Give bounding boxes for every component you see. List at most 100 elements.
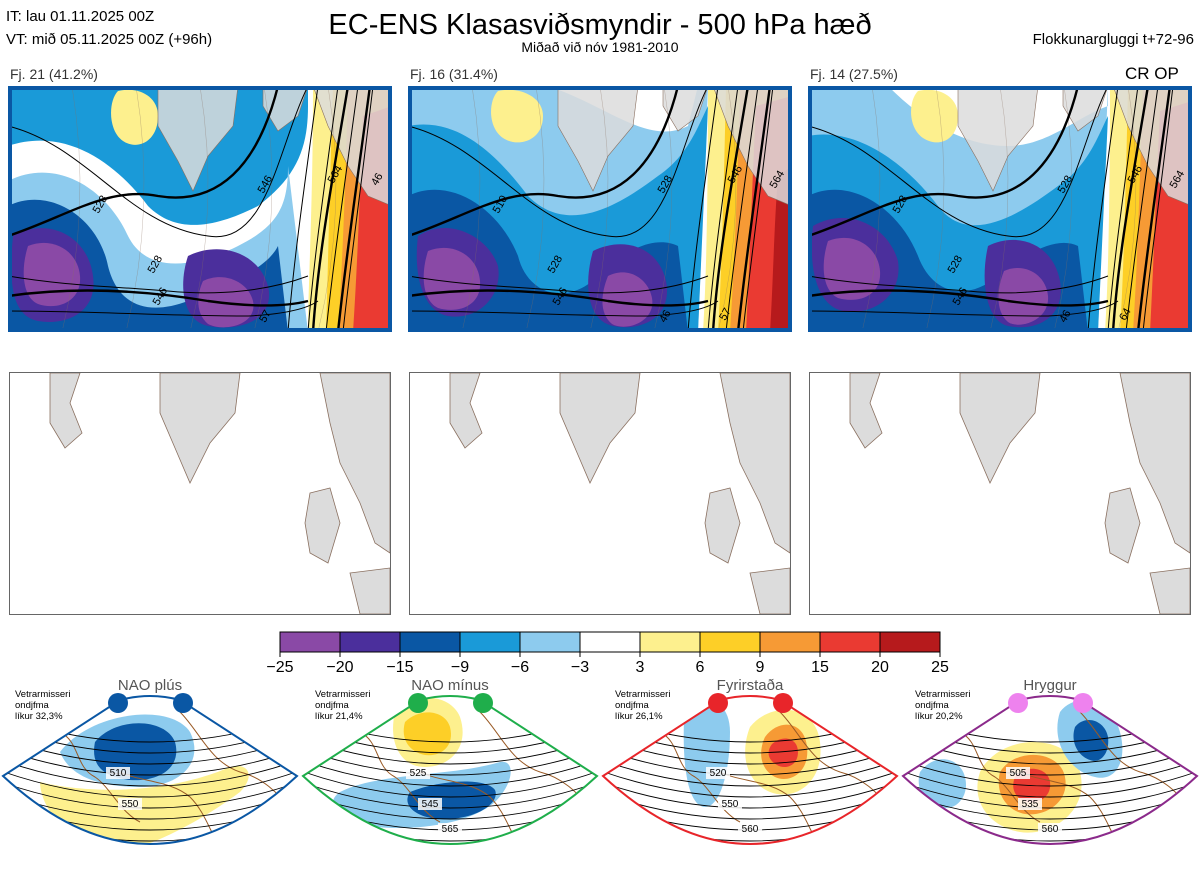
colorbar-tick-label: −15: [386, 659, 413, 676]
regime-note: líkur 32,3%: [15, 711, 63, 722]
regime-note: ondjfma: [615, 700, 650, 711]
height-contour-bold: [808, 86, 1080, 238]
colorbar-box: [819, 631, 881, 653]
regime-contour: [603, 755, 897, 787]
height-contour: [307, 86, 339, 332]
regime-frame: [901, 695, 1199, 845]
regime-contour: [903, 766, 1197, 798]
regime-anomaly: [403, 712, 451, 756]
regime-contour-label: 535: [1022, 799, 1039, 810]
regime-panel: 525 545 565 NAO mínus Vetrarmisseriondjfmalí…: [301, 677, 599, 845]
contour-label: 64: [1117, 306, 1134, 323]
land-shape: [1149, 567, 1190, 614]
regime-note: Vetrarmisseri: [915, 689, 970, 700]
contour-label-bg: [1038, 823, 1062, 835]
graticule-line: [189, 86, 209, 332]
regime-anomaly: [94, 723, 177, 781]
anomaly-region: [823, 237, 881, 300]
height-contour: [725, 86, 759, 332]
regime-contour-label: 520: [710, 768, 727, 779]
height-contour: [808, 300, 1119, 317]
graticule-line: [989, 86, 1009, 332]
colorbar-tick-label: 25: [931, 659, 949, 676]
height-contour: [408, 300, 719, 317]
land-shape: [559, 373, 641, 484]
regime-title: Fyrirstaða: [717, 677, 784, 694]
anomaly-region: [911, 89, 958, 143]
height-contour: [408, 275, 709, 294]
land-shape: [157, 86, 239, 192]
it-line: IT: lau 01.11.2025 00Z: [6, 8, 155, 25]
graticule-line: [589, 86, 609, 332]
contour-label-bg: [738, 823, 762, 835]
cluster-label-3: Fj. 14 (27.5%): [810, 66, 898, 82]
colorbar-box: [399, 631, 461, 653]
contour-label: 46: [369, 171, 386, 188]
height-contour-bold: [1111, 86, 1150, 332]
window-label: Flokkunargluggi t+72-96: [1032, 31, 1194, 48]
graticule-line: [125, 86, 145, 332]
graticule-line: [61, 86, 81, 332]
regime-contour: [903, 755, 1197, 787]
cluster-label-2: Fj. 16 (31.4%): [410, 66, 498, 82]
regime-note: líkur 20,2%: [915, 711, 963, 722]
regime-frame: [601, 695, 899, 845]
regime-contour-label: 550: [722, 799, 739, 810]
regime-title: NAO mínus: [411, 677, 489, 694]
land-shape: [304, 487, 341, 564]
land-shape: [704, 487, 741, 564]
colorbar-box: [579, 631, 641, 653]
height-contour: [808, 86, 1109, 238]
regime-contour: [303, 777, 597, 809]
regime-contour: [3, 766, 297, 798]
regime-contour-label: 510: [110, 768, 127, 779]
height-contour: [687, 86, 719, 332]
page-title: EC-ENS Klasasviðsmyndir - 500 hPa hæð: [328, 9, 872, 41]
regime-contour: [603, 777, 897, 809]
land-shape: [349, 567, 390, 614]
regime-dot: [473, 693, 493, 713]
regime-dot: [408, 693, 428, 713]
height-contour: [1125, 86, 1159, 332]
land-shape: [749, 567, 790, 614]
regime-note: ondjfma: [315, 700, 350, 711]
height-contour-bold: [736, 86, 772, 332]
height-contour-bold: [336, 86, 372, 332]
graticule-line: [861, 86, 881, 332]
regime-note: ondjfma: [915, 700, 950, 711]
contour-label-bg: [1006, 767, 1030, 779]
regime-frame: [1, 695, 299, 845]
contour-label: 57: [717, 306, 734, 323]
regime-note: Vetrarmisseri: [15, 689, 70, 700]
regime-note: Vetrarmisseri: [615, 689, 670, 700]
height-contour-bold: [408, 86, 680, 238]
graticule-line: [1117, 86, 1137, 332]
contour-label: 57: [257, 308, 274, 325]
panel-frame: [8, 86, 392, 332]
regime-contour: [3, 755, 297, 787]
regime-panel: 520 550 560 Fyrirstaða Vetrarmisseriondjfmal…: [601, 677, 899, 845]
colorbar-tick-label: −3: [571, 659, 589, 676]
height-contour-bold: [1136, 86, 1172, 332]
regime-contour-label: 545: [422, 799, 439, 810]
colorbar-box: [699, 631, 761, 653]
regime-contour-label: 550: [122, 799, 139, 810]
colorbar-tick-label: 15: [811, 659, 829, 676]
height-contour-bold: [8, 289, 309, 307]
graticule-line: [525, 86, 545, 332]
regime-contour: [303, 755, 597, 787]
anomaly-region: [602, 272, 653, 327]
height-contour-bold: [311, 86, 350, 332]
colorbar-box: [519, 631, 581, 653]
height-contour: [8, 300, 319, 317]
regime-contour-label: 565: [442, 824, 459, 835]
regime-contour-label: 560: [742, 824, 759, 835]
page-subtitle: Miðað við nóv 1981-2010: [521, 39, 679, 55]
graticule-line: [461, 86, 481, 332]
height-contour: [1107, 86, 1139, 332]
height-contour: [707, 86, 739, 332]
regime-note: líkur 21,4%: [315, 711, 363, 722]
land-shape: [1112, 86, 1192, 207]
regime-anomaly: [768, 738, 798, 768]
